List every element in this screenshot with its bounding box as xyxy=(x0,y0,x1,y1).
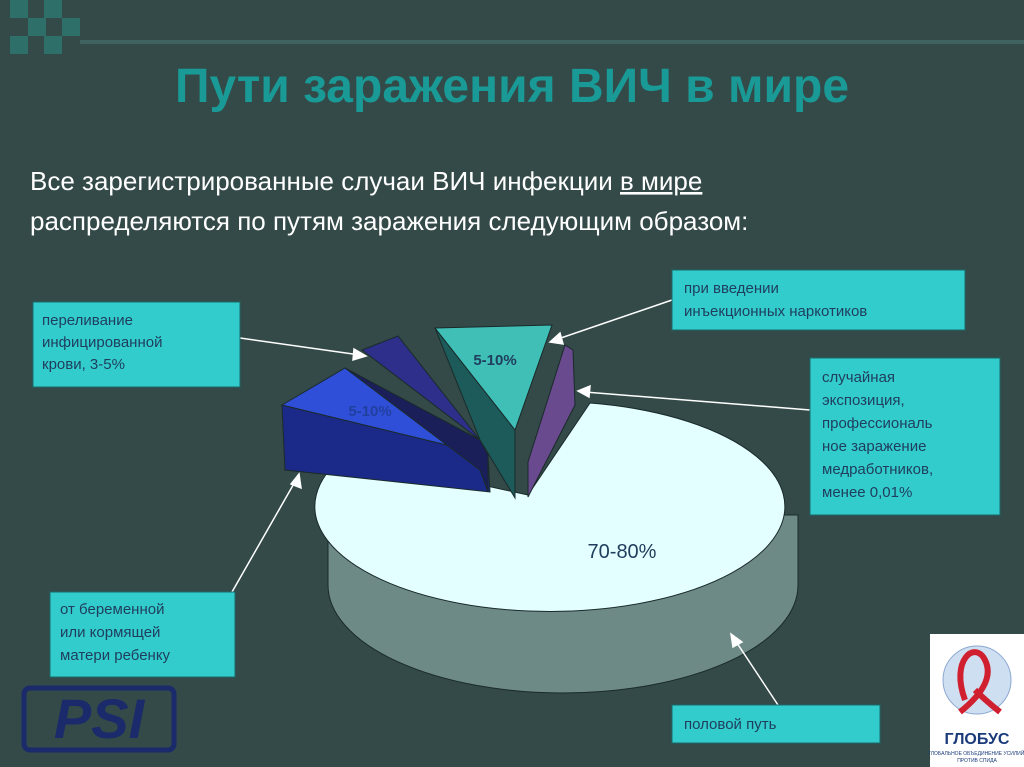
logo-tagline: ГЛОБАЛЬНОЕ ОБЪЕДИНЕНИЕ УСИЛИЙ ПРОТИВ СПИ… xyxy=(928,749,1024,764)
slice-main xyxy=(314,402,786,612)
slice-label: 5-10% xyxy=(348,403,391,420)
logo-psi: PSI xyxy=(54,687,146,750)
callout-line: профессиональ xyxy=(822,415,933,432)
logo-tagline-line: ГЛОБАЛЬНОЕ ОБЪЕДИНЕНИЕ УСИЛИЙ xyxy=(928,749,1024,757)
callout-line: случайная xyxy=(822,369,895,386)
logo-name: ГЛОБУС xyxy=(945,731,1010,748)
callout-line: переливание xyxy=(42,312,133,329)
logo-globe xyxy=(942,645,1012,715)
intro-text: распределяются по путям заражения следую… xyxy=(30,206,748,236)
callout-line: матери ребенку xyxy=(60,647,171,664)
callout-box xyxy=(671,704,881,744)
slice-purple xyxy=(527,344,576,498)
callout-line: менее 0,01% xyxy=(822,484,912,501)
title: Пути заражения ВИЧ в мире xyxy=(175,60,849,113)
pie xyxy=(280,324,799,694)
callout: при введении инъекционных наркотиков xyxy=(684,280,867,320)
callout-box xyxy=(32,301,241,388)
intro-link: в мире xyxy=(620,166,702,196)
decoration xyxy=(10,0,1024,54)
callout: от беременной или кормящей матери ребенк… xyxy=(60,601,171,664)
slice-teal xyxy=(433,324,553,432)
logo-tagline-line: ПРОТИВ СПИДА xyxy=(957,758,997,764)
arrows xyxy=(231,299,811,706)
callout: половой путь xyxy=(684,716,777,733)
slice-label: 70-80% xyxy=(588,541,657,563)
intro: Все зарегистрированные случаи ВИЧ инфекц… xyxy=(30,166,748,236)
callout-line: медработников, xyxy=(822,461,933,478)
callout: случайная экспозиция, профессиональ ное … xyxy=(822,369,937,501)
callout-line: инъекционных наркотиков xyxy=(684,303,867,320)
callout-line: или кормящей xyxy=(60,624,160,641)
logo-frame xyxy=(21,685,177,753)
intro-text: Все зарегистрированные случаи ВИЧ инфекц… xyxy=(30,166,613,196)
callout-box xyxy=(671,269,966,331)
callout-line: крови, 3-5% xyxy=(42,356,125,373)
callout-line: ное заражение xyxy=(822,438,926,455)
slice-navy xyxy=(360,335,481,441)
slice-side xyxy=(344,367,489,493)
callout-box xyxy=(809,357,1001,516)
callout-line: от беременной xyxy=(60,601,164,618)
slice-label: 5-10% xyxy=(473,352,516,369)
callout-box xyxy=(49,591,236,678)
callout-line: при введении xyxy=(684,280,779,297)
callout-line: экспозиция, xyxy=(822,392,905,409)
logo-ribbon xyxy=(957,649,1002,715)
callout: переливание инфицированной крови, 3-5% xyxy=(42,312,167,373)
callout-line: инфицированной xyxy=(42,334,162,351)
